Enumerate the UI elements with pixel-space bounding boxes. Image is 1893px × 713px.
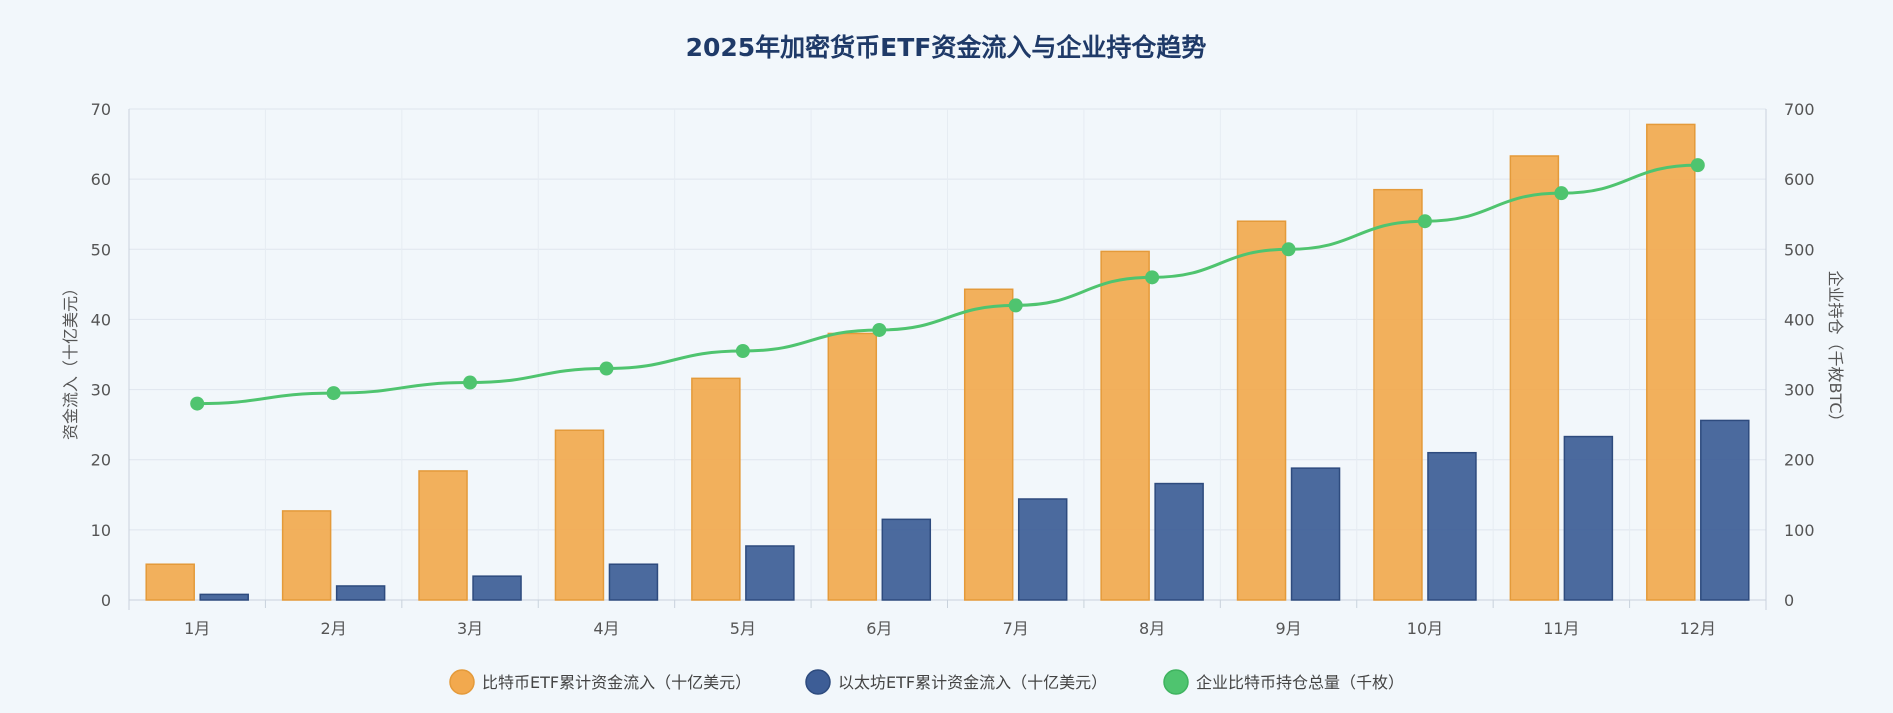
bar-eth-etf	[745, 545, 795, 601]
x-tick-label: 2月	[321, 619, 347, 638]
bar-eth-etf	[1700, 419, 1750, 601]
y-tick-label: 50	[91, 240, 111, 259]
x-tick-label: 3月	[457, 619, 483, 638]
bar-btc-etf	[1373, 188, 1423, 601]
bar-btc-etf	[963, 288, 1014, 601]
bar-eth-etf	[199, 593, 249, 601]
bar-eth-etf	[608, 563, 659, 601]
x-tick-label: 4月	[593, 619, 619, 638]
bar-btc-etf	[1509, 155, 1560, 601]
bar-btc-etf	[827, 332, 878, 601]
x-tick-label: 12月	[1680, 619, 1716, 638]
x-tick-label: 1月	[184, 619, 210, 638]
point-corporate-holdings	[1145, 270, 1160, 285]
x-tick-label: 10月	[1407, 619, 1443, 638]
legend-label: 比特币ETF累计资金流入（十亿美元）	[482, 673, 751, 692]
bar-eth-etf	[335, 585, 386, 601]
point-corporate-holdings	[463, 375, 478, 390]
x-tick-label: 7月	[1003, 619, 1029, 638]
bar-btc-etf	[1646, 123, 1696, 601]
legend: 比特币ETF累计资金流入（十亿美元） 以太坊ETF累计资金流入（十亿美元） 企业比特…	[449, 669, 1404, 695]
grid	[128, 108, 1767, 601]
point-corporate-holdings	[326, 386, 341, 401]
point-corporate-holdings	[1554, 186, 1569, 201]
chart-title: 2025年加密货币ETF资金流入与企业持仓趋势	[686, 33, 1207, 62]
line-series	[190, 158, 1705, 411]
y2-tick-label: 600	[1784, 170, 1815, 189]
bar-eth-etf	[1017, 498, 1068, 601]
bar-btc-etf	[1100, 250, 1150, 601]
x-tick-label: 8月	[1139, 619, 1165, 638]
y2-tick-label: 300	[1784, 381, 1815, 400]
y-tick-label: 20	[91, 451, 111, 470]
bar-eth-etf	[1290, 467, 1341, 601]
bar-eth-etf	[1427, 451, 1477, 601]
y-tick-label: 60	[91, 170, 111, 189]
line-corporate-holdings	[197, 163, 1698, 406]
y2-tick-label: 400	[1784, 310, 1815, 329]
y-axis-title: 资金流入（十亿美元）	[61, 280, 80, 440]
point-corporate-holdings	[599, 361, 614, 376]
x-tick-label: 5月	[730, 619, 756, 638]
legend-marker	[1163, 669, 1189, 695]
legend-marker	[449, 669, 475, 695]
bar-btc-etf	[281, 510, 332, 601]
point-corporate-holdings	[1008, 298, 1023, 313]
bar-eth-etf	[881, 518, 932, 601]
legend-marker	[805, 669, 831, 695]
point-corporate-holdings	[735, 343, 750, 358]
y2-tick-label: 0	[1784, 591, 1794, 610]
legend-label: 以太坊ETF累计资金流入（十亿美元）	[838, 673, 1107, 692]
point-corporate-holdings	[872, 322, 887, 337]
bar-eth-etf	[1563, 435, 1614, 601]
y-tick-label: 40	[91, 310, 111, 329]
y-tick-label: 10	[91, 521, 111, 540]
bar-btc-etf	[145, 563, 195, 601]
bar-btc-etf	[1236, 220, 1287, 601]
y2-tick-label: 500	[1784, 240, 1815, 259]
y2-tick-label: 700	[1784, 100, 1815, 119]
y2-axis-title: 企业持仓（千枚BTC）	[1826, 271, 1845, 430]
y-tick-label: 30	[91, 381, 111, 400]
bar-eth-etf	[472, 575, 522, 601]
y2-tick-label: 200	[1784, 451, 1815, 470]
bars	[145, 123, 1750, 601]
y-tick-label: 70	[91, 100, 111, 119]
point-corporate-holdings	[1690, 158, 1705, 173]
x-tick-label: 9月	[1275, 619, 1301, 638]
legend-label: 企业比特币持仓总量（千枚）	[1196, 673, 1404, 692]
point-corporate-holdings	[1281, 242, 1296, 257]
bar-btc-etf	[691, 377, 741, 601]
point-corporate-holdings	[1417, 214, 1432, 229]
y-tick-label: 0	[101, 591, 111, 610]
bar-btc-etf	[554, 429, 605, 601]
y2-tick-label: 100	[1784, 521, 1815, 540]
x-tick-label: 6月	[866, 619, 892, 638]
x-tick-label: 11月	[1543, 619, 1579, 638]
point-corporate-holdings	[190, 396, 205, 411]
bar-btc-etf	[418, 470, 468, 601]
bar-eth-etf	[1154, 482, 1204, 601]
